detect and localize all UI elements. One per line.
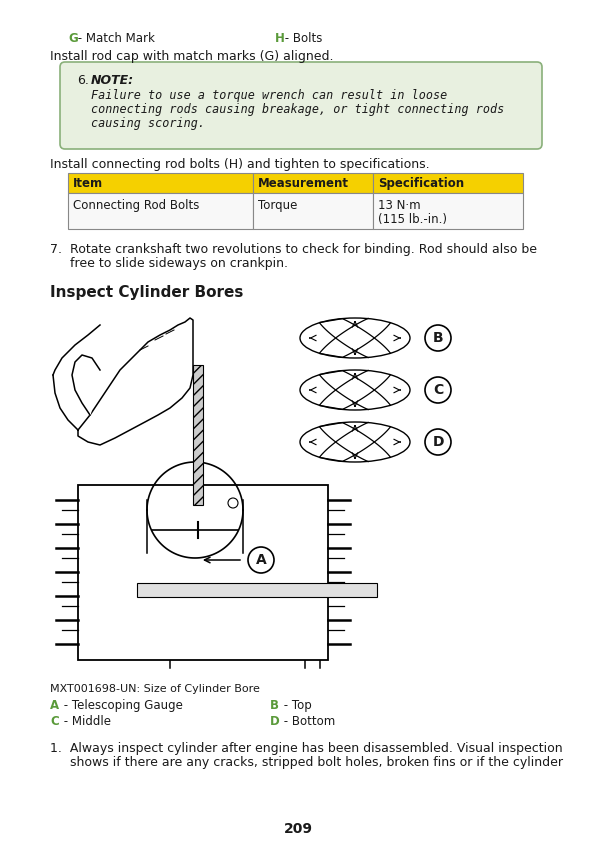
Text: (115 lb.-in.): (115 lb.-in.) (378, 213, 447, 226)
Ellipse shape (300, 318, 410, 358)
Text: G: G (68, 32, 77, 45)
Text: Specification: Specification (378, 177, 464, 190)
Text: - Telescoping Gauge: - Telescoping Gauge (60, 699, 183, 712)
Text: D: D (270, 715, 280, 728)
Bar (193, 365, 203, 505)
Circle shape (248, 547, 274, 573)
Text: H: H (275, 32, 285, 45)
Text: MXT001698-UN: Size of Cylinder Bore: MXT001698-UN: Size of Cylinder Bore (50, 684, 260, 694)
Text: A: A (50, 699, 59, 712)
Text: Torque: Torque (258, 199, 297, 212)
Bar (68, 173, 253, 193)
Bar (373, 193, 523, 229)
Text: Install connecting rod bolts (H) and tighten to specifications.: Install connecting rod bolts (H) and tig… (50, 158, 430, 171)
Text: causing scoring.: causing scoring. (91, 117, 205, 130)
Bar (253, 173, 373, 193)
Text: C: C (433, 383, 443, 397)
Text: - Bottom: - Bottom (280, 715, 335, 728)
Text: Install rod cap with match marks (G) aligned.: Install rod cap with match marks (G) ali… (50, 50, 334, 63)
Text: shows if there are any cracks, stripped bolt holes, broken fins or if the cylind: shows if there are any cracks, stripped … (50, 756, 563, 769)
Bar (253, 193, 373, 229)
Bar (78, 485, 328, 660)
Text: - Middle: - Middle (60, 715, 111, 728)
Text: 7.  Rotate crankshaft two revolutions to check for binding. Rod should also be: 7. Rotate crankshaft two revolutions to … (50, 243, 537, 256)
Text: B: B (433, 331, 443, 345)
Text: - Bolts: - Bolts (281, 32, 322, 45)
Text: 209: 209 (284, 822, 312, 836)
Text: 13 N·m: 13 N·m (378, 199, 421, 212)
Text: free to slide sideways on crankpin.: free to slide sideways on crankpin. (50, 257, 288, 270)
Circle shape (425, 429, 451, 455)
Circle shape (228, 498, 238, 508)
Text: - Top: - Top (280, 699, 312, 712)
FancyBboxPatch shape (60, 62, 542, 149)
Bar (137, 583, 377, 597)
Text: A: A (256, 553, 266, 567)
Text: B: B (270, 699, 279, 712)
Text: Item: Item (73, 177, 103, 190)
Bar (68, 193, 253, 229)
Text: Connecting Rod Bolts: Connecting Rod Bolts (73, 199, 200, 212)
Polygon shape (78, 318, 193, 445)
Text: NOTE:: NOTE: (91, 74, 134, 87)
Text: C: C (50, 715, 59, 728)
Text: D: D (432, 435, 444, 449)
Text: 6.: 6. (77, 74, 89, 87)
Text: 1.  Always inspect cylinder after engine has been disassembled. Visual inspectio: 1. Always inspect cylinder after engine … (50, 742, 563, 755)
Text: Inspect Cylinder Bores: Inspect Cylinder Bores (50, 285, 243, 300)
Text: Measurement: Measurement (258, 177, 349, 190)
Circle shape (425, 325, 451, 351)
Text: - Match Mark: - Match Mark (74, 32, 155, 45)
Circle shape (425, 377, 451, 403)
Text: connecting rods causing breakage, or tight connecting rods: connecting rods causing breakage, or tig… (91, 103, 504, 116)
Text: Failure to use a torque wrench can result in loose: Failure to use a torque wrench can resul… (91, 89, 447, 102)
Polygon shape (72, 355, 100, 415)
Ellipse shape (300, 422, 410, 462)
Ellipse shape (300, 370, 410, 410)
Bar (373, 173, 523, 193)
